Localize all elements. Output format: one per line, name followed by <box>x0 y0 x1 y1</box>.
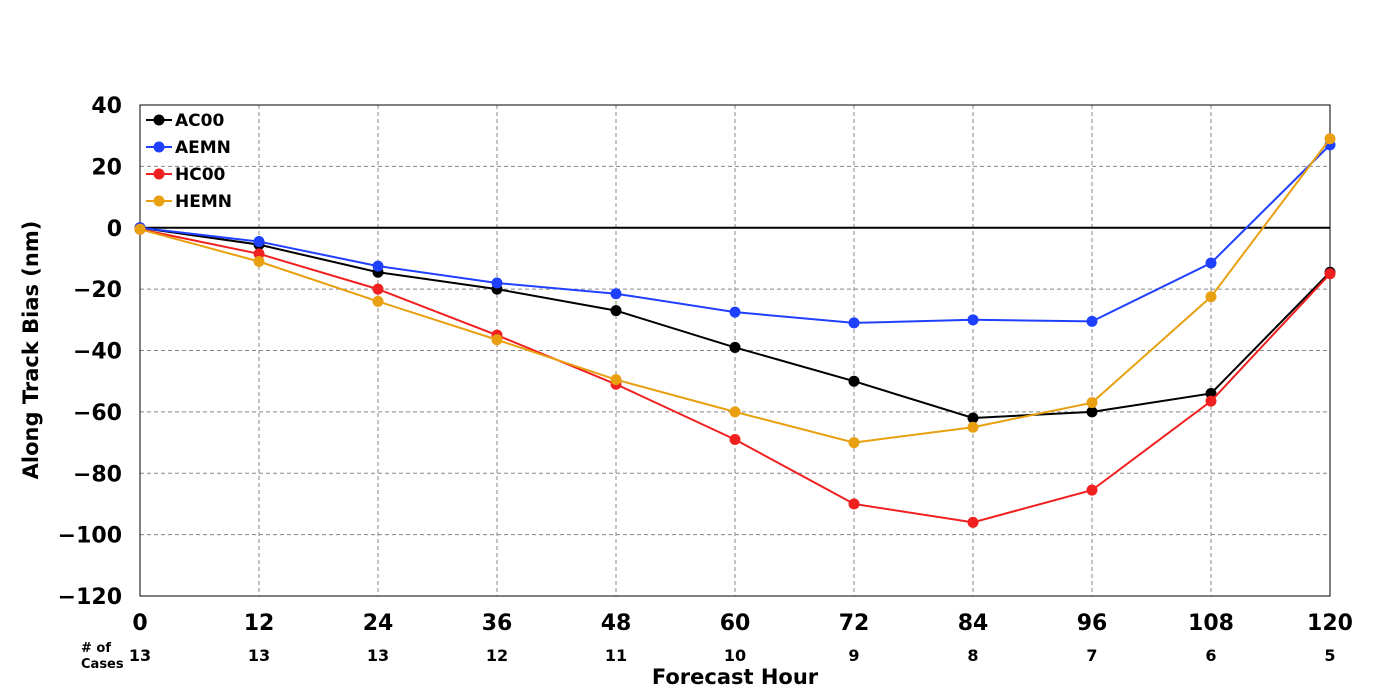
legend-label: HC00 <box>175 165 226 185</box>
x-tick-label: 120 <box>1307 611 1353 636</box>
x-tick-label: 36 <box>482 611 513 636</box>
cases-count-label: 6 <box>1205 646 1216 665</box>
cases-count-label: 13 <box>129 646 151 665</box>
data-point <box>967 412 979 424</box>
data-point <box>372 295 384 307</box>
data-point <box>848 375 860 387</box>
series-hemn <box>134 133 1336 449</box>
y-axis-label: Along Track Bias (nm) <box>19 221 43 480</box>
data-point <box>491 334 503 346</box>
x-tick-label: 60 <box>720 611 751 636</box>
data-point <box>610 305 622 317</box>
cases-count-label: 8 <box>967 646 978 665</box>
cases-count-label: 11 <box>605 646 627 665</box>
legend-label: HEMN <box>175 192 232 212</box>
data-point <box>729 433 741 445</box>
y-tick-label: −40 <box>73 340 122 365</box>
cases-count-label: 9 <box>848 646 859 665</box>
y-tick-labels: 40 20 0 −20 −40 −60 −80 −100 −120 <box>58 94 122 610</box>
legend: AC00 AEMN HC00 HEMN <box>146 111 232 212</box>
cases-count-label: 13 <box>367 646 389 665</box>
x-tick-label: 48 <box>601 611 632 636</box>
data-point <box>1205 257 1217 269</box>
legend-item-hc00: HC00 <box>146 165 226 185</box>
y-tick-label: 0 <box>107 217 122 242</box>
plot-frame <box>139 104 1331 597</box>
data-point <box>610 288 622 300</box>
data-point <box>372 260 384 272</box>
data-point <box>134 223 146 235</box>
legend-marker <box>153 141 165 153</box>
y-tick-label: 20 <box>91 155 122 180</box>
cases-count-label: 10 <box>724 646 746 665</box>
legend-marker <box>153 114 165 126</box>
legend-label: AEMN <box>175 138 231 158</box>
x-tick-label: 12 <box>244 611 275 636</box>
data-point <box>253 256 265 268</box>
data-point <box>1205 387 1217 399</box>
x-tick-label: 0 <box>132 611 147 636</box>
y-tick-label: −60 <box>73 401 122 426</box>
x-tick-label: 108 <box>1188 611 1234 636</box>
x-tick-label: 84 <box>958 611 989 636</box>
data-point <box>1086 315 1098 327</box>
legend-marker <box>153 168 165 180</box>
data-point <box>729 406 741 418</box>
cases-count-label: 5 <box>1324 646 1335 665</box>
cases-row: 13 13 13 12 11 10 9 8 7 6 5 <box>129 646 1336 665</box>
series-layer <box>134 133 1336 528</box>
legend-label: AC00 <box>175 111 224 131</box>
data-point <box>848 317 860 329</box>
x-tick-label: 96 <box>1077 611 1108 636</box>
x-axis-label: Forecast Hour <box>652 665 819 689</box>
y-tick-label: −100 <box>58 524 122 549</box>
data-point <box>848 498 860 510</box>
y-tick-label: −80 <box>73 462 122 487</box>
cases-label-line1: # of <box>81 641 111 656</box>
legend-item-ac00: AC00 <box>146 111 224 131</box>
data-point <box>1086 397 1098 409</box>
data-point <box>848 437 860 449</box>
data-point <box>1324 133 1336 145</box>
legend-item-hemn: HEMN <box>146 192 232 212</box>
data-point <box>1205 395 1217 407</box>
data-point <box>491 277 503 289</box>
y-tick-label: 40 <box>91 94 122 119</box>
y-tick-label: −20 <box>73 278 122 303</box>
cases-label-line2: Cases <box>81 657 124 672</box>
legend-marker <box>153 195 165 207</box>
x-tick-label: 24 <box>363 611 394 636</box>
data-point <box>372 283 384 295</box>
data-point <box>1324 268 1336 280</box>
data-point <box>610 374 622 386</box>
series-aemn <box>134 139 1336 329</box>
legend-item-aemn: AEMN <box>146 138 231 158</box>
data-point <box>967 421 979 433</box>
cases-count-label: 12 <box>486 646 508 665</box>
data-point <box>1086 484 1098 496</box>
y-tick-label: −120 <box>58 585 122 610</box>
x-tick-labels: 0 12 24 36 48 60 72 84 96 108 120 <box>132 611 1353 636</box>
data-point <box>1205 291 1217 303</box>
data-point <box>967 516 979 528</box>
data-point <box>1086 406 1098 418</box>
data-point <box>729 306 741 318</box>
data-point <box>253 236 265 248</box>
x-tick-label: 72 <box>839 611 870 636</box>
data-point <box>967 314 979 326</box>
data-point <box>253 248 265 260</box>
cases-count-label: 7 <box>1086 646 1097 665</box>
cases-count-label: 13 <box>248 646 270 665</box>
data-point <box>729 341 741 353</box>
